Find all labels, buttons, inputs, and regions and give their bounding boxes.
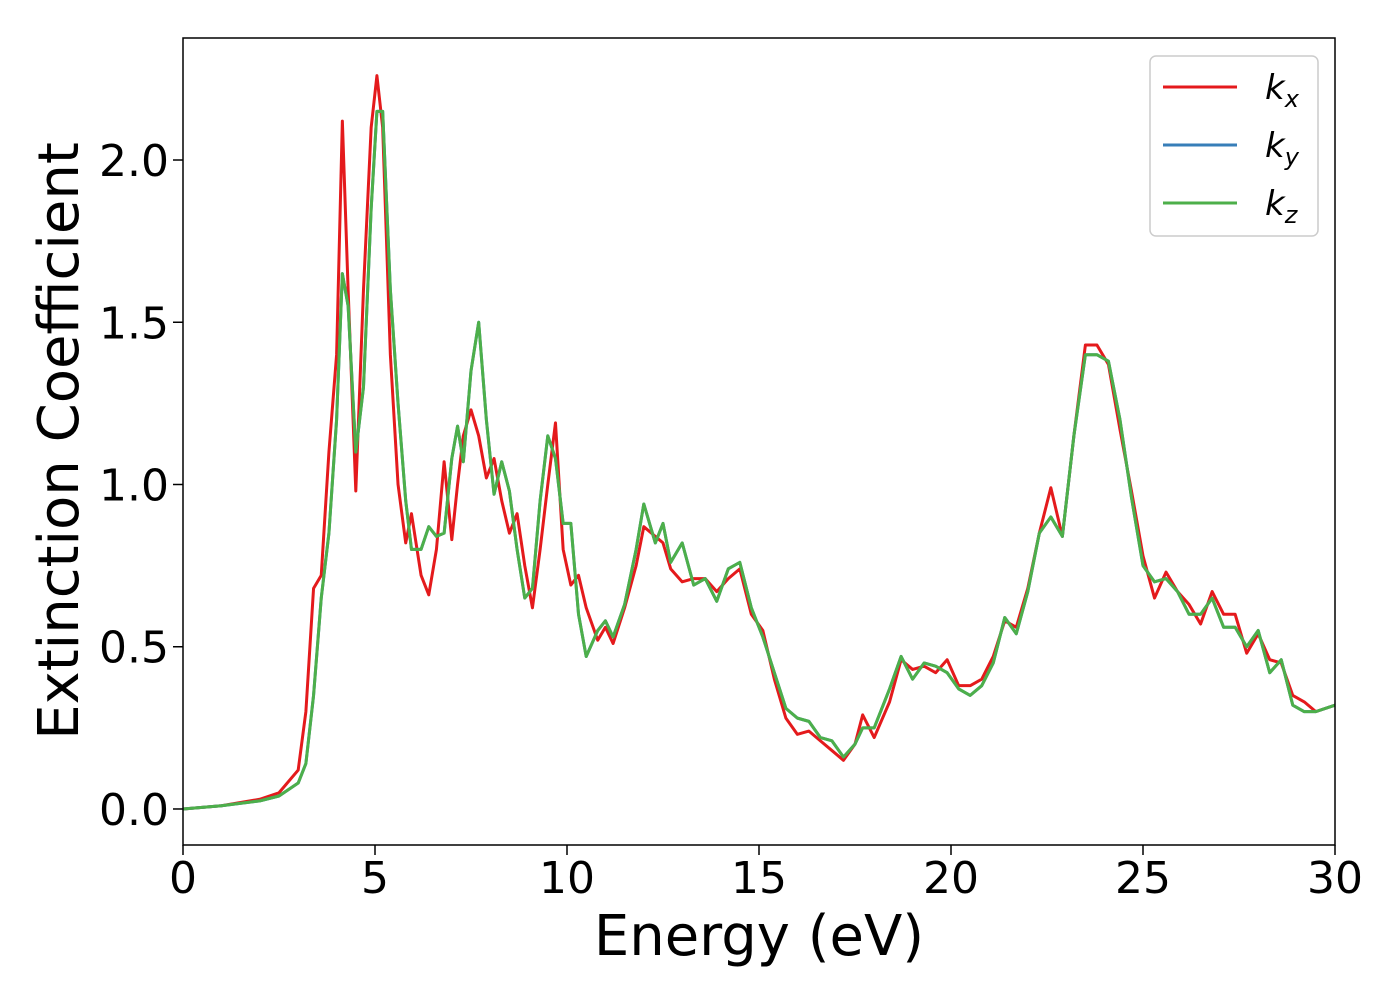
y-tick-label: 1.0 xyxy=(99,460,169,511)
x-tick-label: 25 xyxy=(1115,853,1171,904)
y-tick-label: 0.0 xyxy=(99,785,169,836)
legend-label: kz xyxy=(1265,184,1299,229)
data-line xyxy=(183,74,1335,811)
x-tick-label: 15 xyxy=(731,853,787,904)
y-tick-label: 2.0 xyxy=(99,136,169,187)
plot-frame xyxy=(182,37,1336,846)
x-tick-label: 30 xyxy=(1307,853,1363,904)
x-tick-label: 5 xyxy=(361,853,389,904)
x-tick-label: 0 xyxy=(169,853,197,904)
y-axis-label: Extinction Coefficient xyxy=(27,142,92,740)
y-tick-label: 1.5 xyxy=(99,298,169,349)
legend-label: kx xyxy=(1265,68,1300,113)
y-tick-label: 0.5 xyxy=(99,623,169,674)
data-line xyxy=(183,109,1335,811)
legend-label: ky xyxy=(1265,126,1300,171)
x-axis-label: Energy (eV) xyxy=(594,904,924,969)
x-tick-label: 10 xyxy=(539,853,595,904)
x-tick-label: 20 xyxy=(923,853,979,904)
